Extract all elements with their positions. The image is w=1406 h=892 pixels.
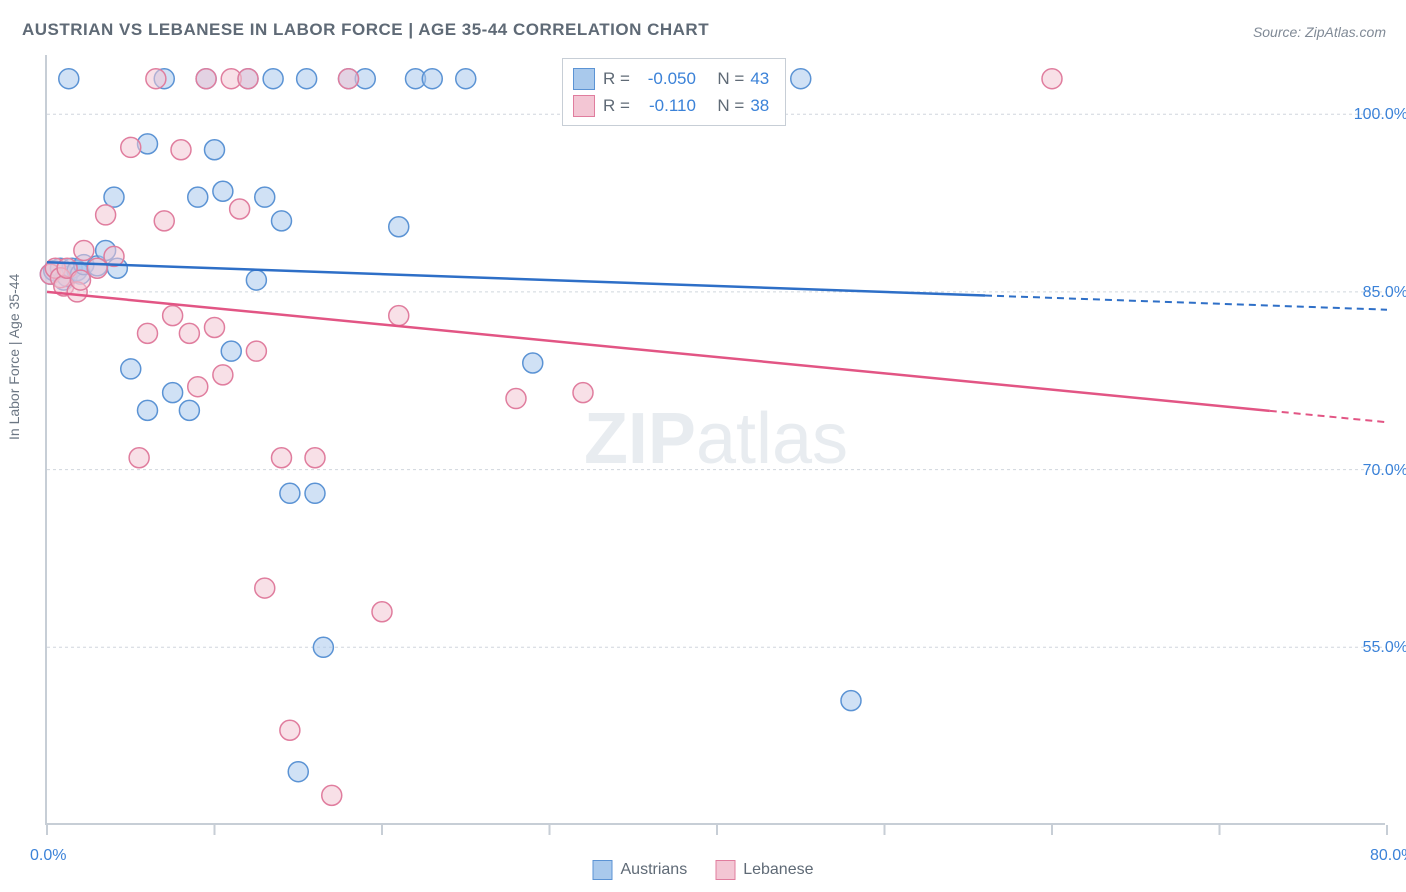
legend-swatch [573, 95, 595, 117]
y-axis-label: In Labor Force | Age 35-44 [6, 274, 22, 440]
plot-area: ZIPatlas R =-0.050 N =43R =-0.110 N =38 [45, 55, 1385, 825]
legend-label: Austrians [621, 861, 688, 879]
chart-title: AUSTRIAN VS LEBANESE IN LABOR FORCE | AG… [22, 20, 709, 40]
bottom-legend: Austrians Lebanese [593, 860, 814, 880]
plot-svg [47, 55, 1385, 823]
bottom-legend-item: Austrians [593, 860, 688, 880]
legend-row: R =-0.110 N =38 [573, 92, 769, 119]
chart-container: AUSTRIAN VS LEBANESE IN LABOR FORCE | AG… [0, 0, 1406, 892]
legend-swatch [593, 860, 613, 880]
legend-label: Lebanese [743, 861, 813, 879]
bottom-legend-item: Lebanese [715, 860, 813, 880]
x-tick-label: 80.0% [1370, 847, 1406, 865]
legend-swatch [715, 860, 735, 880]
legend-text: R =-0.110 N =38 [603, 92, 769, 119]
x-tick-label: 0.0% [30, 847, 66, 865]
source-label: Source: ZipAtlas.com [1253, 24, 1386, 40]
y-tick-label: 55.0% [1363, 639, 1406, 657]
y-tick-label: 100.0% [1354, 106, 1406, 124]
y-tick-label: 70.0% [1363, 462, 1406, 480]
legend-row: R =-0.050 N =43 [573, 65, 769, 92]
correlation-legend: R =-0.050 N =43R =-0.110 N =38 [562, 58, 786, 126]
legend-swatch [573, 68, 595, 90]
y-tick-label: 85.0% [1363, 284, 1406, 302]
legend-text: R =-0.050 N =43 [603, 65, 769, 92]
